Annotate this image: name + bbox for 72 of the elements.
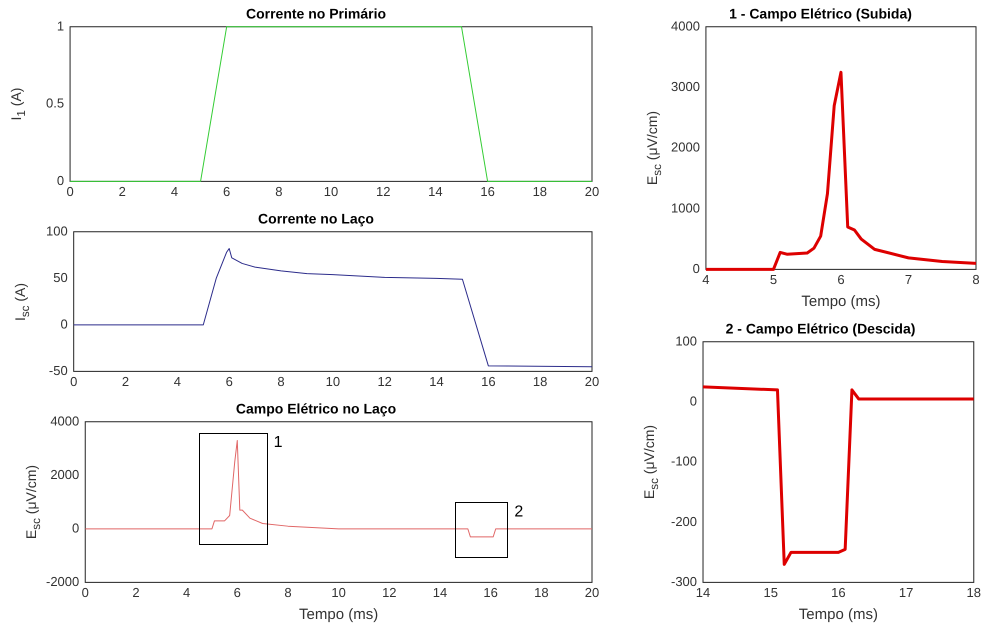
- x-tick-label: 2: [118, 184, 126, 199]
- x-tick-label: 4: [702, 272, 710, 287]
- x-axis-title: Tempo (ms): [801, 293, 881, 310]
- annotation: 2: [514, 504, 524, 521]
- x-tick-label: 6: [226, 374, 233, 389]
- x-tick-label: 17: [898, 584, 914, 600]
- x-tick-label: 16: [831, 584, 846, 600]
- x-tick-label: 20: [584, 374, 600, 389]
- y-tick-label: 0.5: [46, 96, 64, 111]
- y-tick-label: 0: [690, 394, 698, 409]
- x-tick-label: 14: [429, 374, 444, 389]
- chart-title: Corrente no Primário: [246, 5, 386, 22]
- x-tick-label: 5: [770, 272, 778, 287]
- y-tick-label: -2000: [46, 574, 80, 589]
- x-tick-label: 14: [432, 584, 448, 600]
- y-tick-label: 1000: [671, 200, 700, 216]
- y-tick-label: -300: [670, 574, 698, 589]
- chart-title: 2 - Campo Elétrico (Descida): [726, 320, 916, 336]
- y-tick-label: 4000: [50, 413, 80, 428]
- x-tick-label: 18: [966, 584, 982, 600]
- x-tick-label: 16: [481, 374, 496, 389]
- x-tick-label: 18: [532, 374, 548, 389]
- chart-title: Corrente no Laço: [258, 210, 374, 226]
- y-tick-label: 0: [72, 520, 80, 536]
- y-tick-label: 100: [46, 223, 68, 238]
- x-tick-label: 2: [122, 374, 130, 389]
- annotation: 1: [274, 434, 283, 451]
- x-tick-label: 10: [324, 184, 338, 199]
- x-tick-label: 16: [480, 184, 495, 199]
- x-tick-label: 7: [904, 272, 912, 287]
- y-tick-label: 1: [56, 18, 64, 34]
- y-tick-label: -50: [48, 362, 68, 378]
- x-tick-label: 8: [277, 374, 285, 389]
- x-tick-label: 0: [82, 584, 89, 600]
- y-tick-label: 2000: [671, 140, 700, 155]
- x-tick-label: 20: [584, 184, 600, 199]
- x-tick-label: 15: [763, 584, 778, 600]
- x-tick-label: 4: [174, 374, 181, 389]
- x-tick-label: 14: [428, 184, 443, 199]
- y-tick-label: 0: [56, 172, 64, 188]
- y-tick-label: 2000: [50, 466, 80, 482]
- chart-title: 1 - Campo Elétrico (Subida): [729, 5, 912, 22]
- x-tick-label: 8: [972, 272, 980, 287]
- x-tick-label: 18: [534, 584, 549, 600]
- y-tick-label: 3000: [671, 79, 700, 94]
- x-tick-label: 4: [170, 184, 178, 199]
- y-tick-label: 100: [675, 333, 698, 348]
- x-tick-label: 8: [284, 584, 292, 600]
- y-tick-label: -100: [670, 454, 698, 469]
- x-tick-label: 16: [483, 584, 498, 600]
- y-tick-label: 0: [692, 260, 700, 276]
- chart-title: Campo Elétrico no Laço: [236, 400, 396, 416]
- x-tick-label: 8: [275, 184, 282, 199]
- x-tick-label: 12: [382, 584, 397, 600]
- x-tick-label: 6: [234, 584, 241, 600]
- x-tick-label: 12: [376, 184, 390, 199]
- x-axis-title: Tempo (ms): [299, 606, 378, 624]
- x-tick-label: 20: [584, 584, 600, 600]
- x-tick-label: 14: [696, 584, 710, 600]
- x-tick-label: 12: [377, 374, 392, 389]
- x-tick-label: 4: [182, 584, 190, 600]
- x-tick-label: 10: [326, 374, 340, 389]
- x-tick-label: 6: [223, 184, 230, 199]
- x-tick-label: 2: [132, 584, 140, 600]
- y-tick-label: 50: [53, 270, 68, 285]
- x-tick-label: 18: [532, 184, 548, 199]
- y-tick-label: 0: [60, 316, 68, 332]
- x-tick-label: 10: [331, 584, 346, 600]
- x-tick-label: 6: [837, 272, 845, 287]
- y-tick-label: -200: [670, 514, 698, 529]
- x-axis-title: Tempo (ms): [798, 606, 878, 624]
- y-tick-label: 4000: [671, 18, 700, 34]
